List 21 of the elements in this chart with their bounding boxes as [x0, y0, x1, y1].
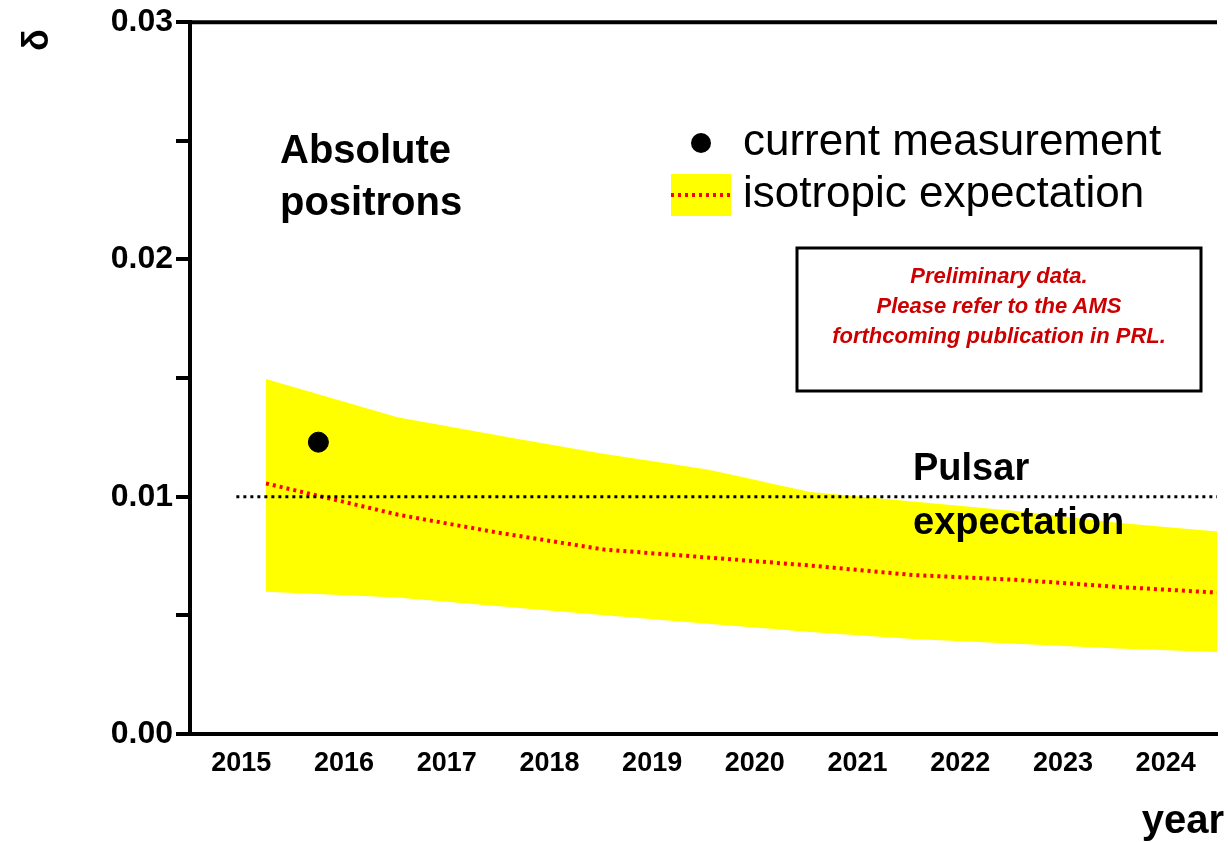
legend-label: isotropic expectation: [743, 167, 1145, 217]
x-tick-label: 2019: [622, 746, 683, 777]
y-tick-label: 0.02: [110, 239, 173, 276]
x-tick-label: 2022: [930, 746, 991, 777]
y-axis-title: δ: [15, 29, 56, 51]
x-tick-label: 2018: [519, 746, 580, 777]
y-tick-label: 0.03: [110, 2, 173, 39]
x-tick-label: 2021: [827, 746, 888, 777]
x-tick-label: 2017: [416, 746, 477, 777]
annotation: Absolute positrons: [280, 127, 463, 223]
x-tick-label: 2020: [724, 746, 785, 777]
x-tick-label: 2024: [1135, 746, 1196, 777]
x-tick-label: 2015: [211, 746, 272, 777]
x-axis-title: year: [1141, 797, 1224, 841]
x-tick-label: 2023: [1032, 746, 1093, 777]
ref-line-label: Pulsar expectation: [913, 445, 1125, 542]
y-tick-label: 0.01: [110, 476, 173, 513]
x-tick-label: 2016: [314, 746, 375, 777]
annotation: Preliminary data. Please refer to the AMS forthcoming publication in PRL.: [832, 263, 1166, 348]
legend-label: current measurement: [743, 115, 1162, 165]
y-tick-label: 0.00: [110, 713, 173, 750]
